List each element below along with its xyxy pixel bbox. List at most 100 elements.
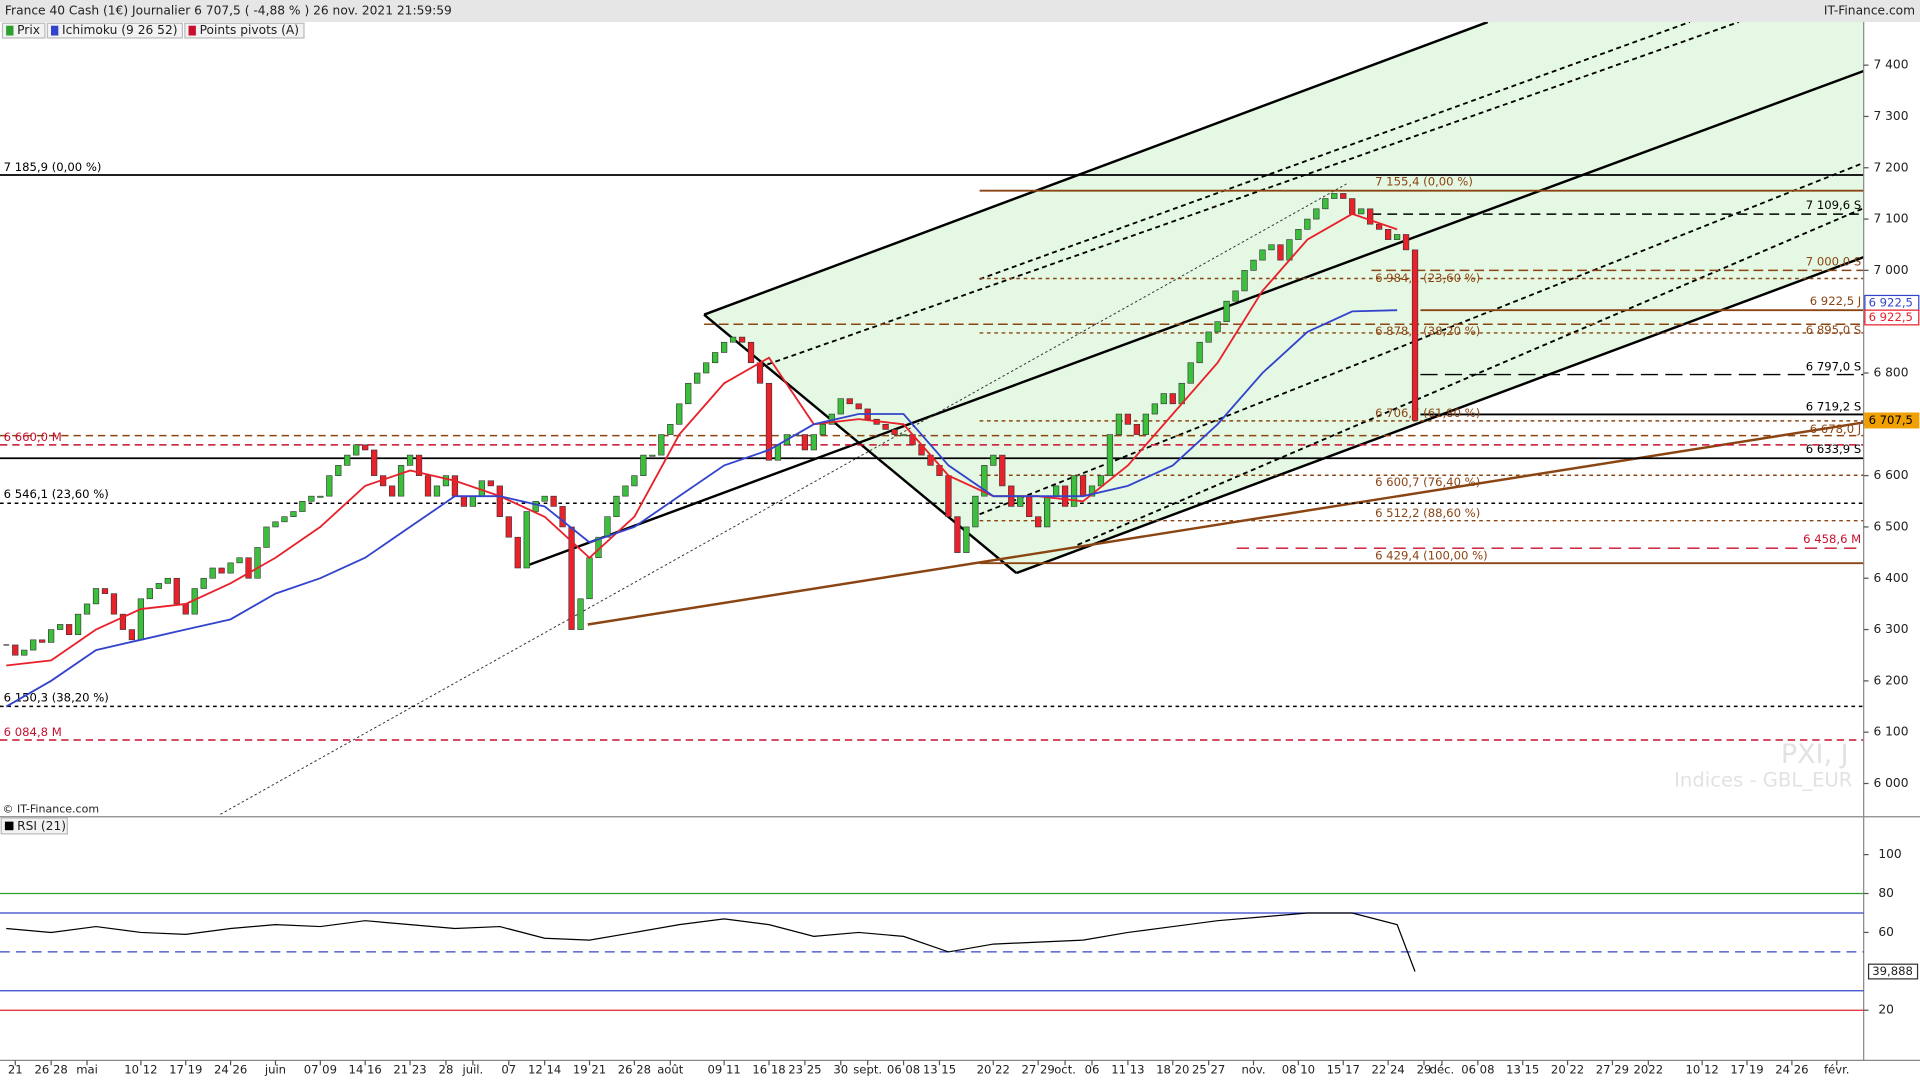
watermark: Indices - GBL_EUR	[1674, 769, 1853, 792]
y-tick-label: 80	[1878, 886, 1894, 900]
x-tick-label: 06 08	[1461, 1063, 1494, 1077]
x-tick-label: 28	[439, 1063, 454, 1077]
y-tick-label: 7 400	[1873, 58, 1908, 72]
x-tick-label: 10 12	[1686, 1063, 1719, 1077]
candle	[1214, 321, 1221, 333]
pivot-label: 6 922,5 J	[1810, 294, 1862, 308]
candle	[299, 500, 306, 512]
x-tick-label: 14 16	[349, 1063, 382, 1077]
x-tick-label: 21	[8, 1063, 23, 1077]
candle	[1124, 413, 1132, 425]
candle	[1349, 198, 1356, 215]
legend-label: Points pivots (A)	[200, 23, 300, 37]
candle	[1070, 475, 1078, 507]
legend-swatch	[51, 25, 59, 36]
candle	[1358, 208, 1365, 215]
candle	[48, 629, 55, 643]
candle	[541, 495, 548, 502]
x-tick-label: 21 23	[393, 1063, 426, 1077]
y-tick-label: 7 000	[1873, 263, 1908, 277]
panel-label-swatch	[4, 821, 14, 831]
candle	[658, 434, 665, 456]
price-badge	[1864, 412, 1920, 429]
candle	[1115, 413, 1123, 435]
pivot-label: 6 706,7 (61,80 %)	[1375, 406, 1480, 420]
candle	[1304, 218, 1311, 230]
candle	[819, 424, 826, 435]
y-tick-label: 6 300	[1873, 622, 1908, 636]
candle	[128, 629, 136, 641]
candle	[532, 500, 539, 512]
candle	[1340, 193, 1347, 199]
candle	[1268, 244, 1275, 251]
candle	[451, 475, 459, 497]
candle	[999, 454, 1006, 487]
candle	[12, 644, 19, 656]
y-tick-label: 6 000	[1873, 776, 1908, 790]
x-tick-label: 17 19	[1730, 1063, 1763, 1077]
candle	[1376, 223, 1383, 230]
x-tick-label: 27 29	[1022, 1063, 1055, 1077]
candle	[1017, 495, 1024, 507]
candle	[667, 424, 674, 435]
x-tick-label: 26 28	[35, 1063, 68, 1077]
candle	[110, 593, 118, 615]
candle	[774, 444, 782, 461]
candle	[1277, 244, 1284, 261]
candle	[335, 465, 342, 476]
candle	[559, 506, 566, 528]
pivot-label: 6 429,4 (100,00 %)	[1375, 548, 1488, 562]
y-tick-label: 7 100	[1873, 212, 1908, 226]
y-tick-label: 6 800	[1873, 366, 1908, 380]
candle	[900, 434, 907, 437]
y-tick-label: 6 200	[1873, 673, 1908, 687]
candle	[1250, 259, 1257, 271]
trendline	[526, 69, 1865, 567]
header-bar	[0, 0, 1920, 23]
candle	[676, 403, 683, 425]
candle	[810, 434, 817, 451]
x-tick-label: 06	[1085, 1063, 1100, 1077]
y-tick-label: 7 200	[1873, 160, 1908, 174]
candle	[1232, 290, 1239, 302]
x-tick-label: 18 20	[1156, 1063, 1189, 1077]
trendline	[703, 20, 1489, 316]
x-tick-label: 27 29	[1596, 1063, 1629, 1077]
candle	[1384, 229, 1392, 240]
x-tick-label: 13 15	[923, 1063, 956, 1077]
price-badge-label: 6 922,5	[1869, 295, 1913, 309]
candle	[164, 577, 171, 584]
candle	[945, 475, 952, 517]
x-tick-label: sept.	[853, 1063, 882, 1077]
pivot-label: 6 512,2 (88,60 %)	[1375, 506, 1480, 520]
candle	[972, 495, 979, 528]
candle	[523, 511, 530, 569]
candle	[703, 362, 710, 374]
candle	[1411, 249, 1419, 421]
candle	[855, 403, 862, 410]
header-title: France 40 Cash (1€) Journalier 6 707,5 (…	[5, 4, 452, 18]
candle	[200, 577, 207, 589]
trendline	[758, 21, 1740, 369]
candle	[92, 588, 100, 605]
candle	[272, 521, 279, 528]
x-tick-label: 20 22	[1551, 1063, 1584, 1077]
candle	[765, 382, 773, 461]
candle	[613, 495, 620, 517]
candle	[1035, 516, 1042, 528]
panel-label-box	[0, 817, 68, 835]
candle	[1044, 495, 1051, 528]
legend: Prix Ichimoku (9 26 52) Points pivots (A)	[1, 22, 305, 39]
candle	[1026, 495, 1033, 517]
candle	[981, 465, 988, 497]
legend-label: Ichimoku (9 26 52)	[62, 23, 178, 37]
ichimoku-tenkan	[6, 212, 1398, 667]
candle	[415, 454, 423, 476]
trendline	[979, 162, 1865, 516]
candle	[146, 588, 153, 600]
y-tick-label: 7 300	[1873, 109, 1908, 123]
candle	[397, 465, 405, 497]
candle	[1259, 249, 1266, 261]
legend-label: Prix	[17, 23, 40, 37]
